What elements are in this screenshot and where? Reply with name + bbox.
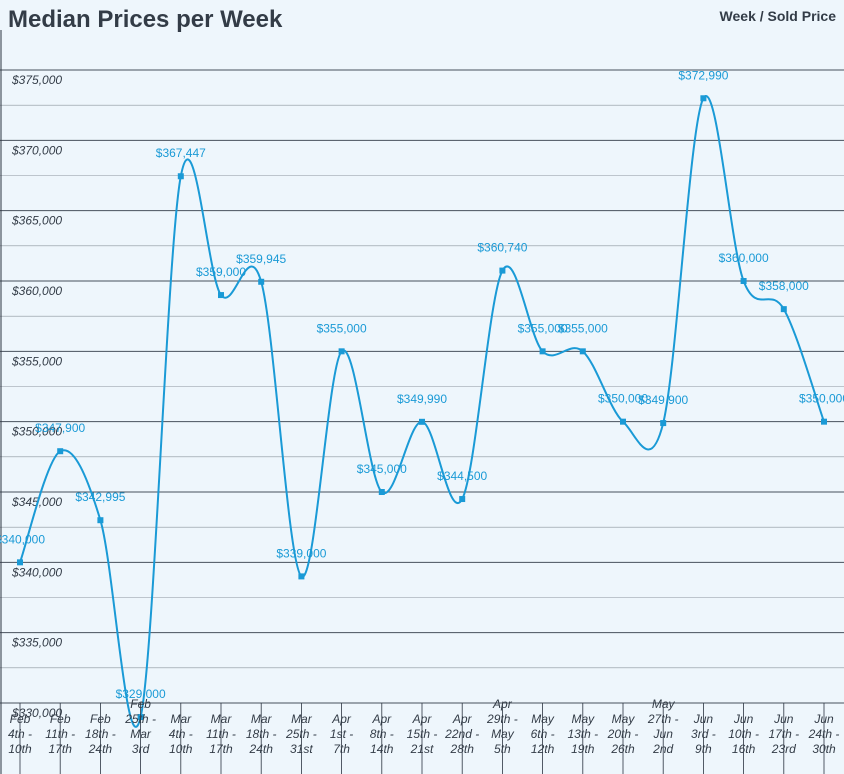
data-label: $359,000 <box>196 265 246 279</box>
data-point[interactable] <box>419 418 425 425</box>
data-point[interactable] <box>258 278 265 285</box>
data-point[interactable] <box>821 418 827 425</box>
data-point[interactable] <box>539 348 546 355</box>
chart-title: Median Prices per Week <box>8 6 283 33</box>
data-point[interactable] <box>740 278 747 284</box>
data-label: $329,000 <box>116 687 166 701</box>
data-point[interactable] <box>660 420 667 427</box>
data-label: $367,447 <box>156 146 206 160</box>
y-tick-label: $360,000 <box>11 284 62 298</box>
x-tick-label: May 20th -26th <box>607 712 639 756</box>
y-tick-label: $365,000 <box>11 214 62 228</box>
data-label: $355,000 <box>518 321 568 335</box>
data-point[interactable] <box>177 173 184 180</box>
data-point[interactable] <box>57 448 64 455</box>
y-tick-label: $375,000 <box>11 73 62 87</box>
x-tick-label: Jun 10th -16th <box>728 712 759 756</box>
x-axis-ticks: Feb 4th -10th Feb 11th -17th Feb 18th -24th Fe… <box>8 697 839 774</box>
x-tick-label: Mar 18th -24th <box>246 712 277 756</box>
data-point[interactable] <box>700 95 707 102</box>
y-tick-label: $345,000 <box>11 495 62 509</box>
y-tick-label: $370,000 <box>11 143 62 157</box>
y-tick-label: $335,000 <box>11 636 62 650</box>
y-tick-label: $350,000 <box>11 425 62 439</box>
data-label: $340,000 <box>0 532 45 546</box>
x-tick-label: Feb 11th -17th <box>45 712 75 756</box>
data-label: $345,000 <box>357 462 407 476</box>
data-label: $359,945 <box>236 252 286 266</box>
data-label: $355,000 <box>317 321 367 335</box>
x-tick-label: Apr 8th -14th <box>370 712 394 756</box>
data-label: $342,995 <box>75 490 125 504</box>
data-label: $349,900 <box>638 393 688 407</box>
data-point[interactable] <box>338 348 345 355</box>
x-tick-label: Mar 25th -31st <box>285 712 317 756</box>
y-axis-ticks: $375,000 $370,000 $365,000 $360,000 $355,000… <box>11 73 62 720</box>
y-tick-label: $355,000 <box>11 354 62 368</box>
data-label: $372,990 <box>678 68 728 82</box>
x-tick-label: Mar 4th -10th <box>169 712 193 756</box>
data-point[interactable] <box>218 292 224 299</box>
data-label: $355,000 <box>558 321 608 335</box>
data-label: $347,900 <box>35 421 85 435</box>
data-label: $350,000 <box>799 392 844 406</box>
data-point[interactable] <box>780 306 787 313</box>
data-point[interactable] <box>298 573 305 580</box>
data-point[interactable] <box>499 267 506 274</box>
data-point[interactable] <box>97 517 104 524</box>
x-tick-label: Jun 24th -30th <box>808 712 840 756</box>
data-point[interactable] <box>459 496 466 503</box>
x-tick-label: Jun 3rd -9th <box>691 712 716 756</box>
x-tick-label: May 13th -19th <box>567 712 598 756</box>
data-point[interactable] <box>579 348 586 355</box>
data-point[interactable] <box>620 418 626 425</box>
data-point[interactable] <box>17 559 23 566</box>
x-tick-label: Mar 11th -17th <box>206 712 236 756</box>
x-tick-label: May 27th -Jun 2nd <box>647 697 679 756</box>
data-label: $350,000 <box>598 392 648 406</box>
data-label: $358,000 <box>759 279 809 293</box>
data-label: $360,740 <box>477 241 527 255</box>
x-tick-label: May 6th -12th <box>531 712 555 756</box>
data-label: $349,990 <box>397 392 447 406</box>
x-tick-label: Feb 18th -24th <box>85 712 116 756</box>
data-points <box>17 95 827 721</box>
chart-subtitle: Week / Sold Price <box>719 8 836 24</box>
data-labels: $340,000 $347,900 $342,995 $329,000 $367,447… <box>0 68 844 701</box>
data-point[interactable] <box>378 489 385 495</box>
y-tick-label: $330,000 <box>11 706 62 720</box>
x-tick-label: Apr 1st -7th <box>330 712 353 756</box>
data-label: $339,000 <box>276 546 326 560</box>
x-tick-label: Feb 4th -10th <box>8 712 32 756</box>
y-tick-label: $340,000 <box>11 565 62 579</box>
x-tick-label: Jun 17th -23rd <box>768 712 799 756</box>
x-tick-label: Apr 15th -21st <box>407 712 438 756</box>
x-tick-label: Apr 22nd -28th <box>444 712 479 756</box>
x-tick-label: Feb 25th -Mar 3rd <box>124 697 156 756</box>
data-label: $360,000 <box>719 251 769 265</box>
x-tick-label: Apr 29th -May 5th <box>486 697 518 756</box>
data-label: $344,500 <box>437 469 487 483</box>
